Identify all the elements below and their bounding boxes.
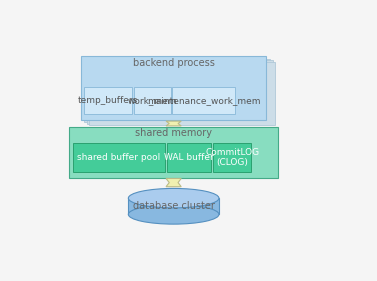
- FancyBboxPatch shape: [81, 56, 266, 120]
- Text: shared memory: shared memory: [135, 128, 212, 138]
- FancyBboxPatch shape: [84, 87, 132, 114]
- FancyBboxPatch shape: [87, 60, 273, 124]
- Text: CommitLOG
(CLOG): CommitLOG (CLOG): [205, 148, 259, 167]
- FancyBboxPatch shape: [89, 62, 275, 125]
- Polygon shape: [166, 121, 181, 126]
- FancyBboxPatch shape: [213, 143, 251, 171]
- FancyBboxPatch shape: [72, 143, 165, 171]
- Ellipse shape: [128, 205, 219, 224]
- Ellipse shape: [128, 189, 219, 208]
- Text: backend process: backend process: [133, 58, 215, 68]
- FancyBboxPatch shape: [134, 87, 171, 114]
- Text: temp_buffers: temp_buffers: [78, 96, 138, 105]
- Text: work_mem: work_mem: [128, 96, 177, 105]
- Polygon shape: [166, 178, 181, 187]
- FancyBboxPatch shape: [167, 143, 211, 171]
- FancyBboxPatch shape: [69, 127, 278, 178]
- FancyBboxPatch shape: [172, 87, 235, 114]
- Text: database cluster: database cluster: [133, 201, 215, 211]
- Text: maintenance_work_mem: maintenance_work_mem: [147, 96, 261, 105]
- FancyBboxPatch shape: [84, 59, 270, 123]
- Text: shared buffer pool: shared buffer pool: [77, 153, 160, 162]
- FancyBboxPatch shape: [128, 198, 219, 214]
- Text: WAL buffer: WAL buffer: [164, 153, 214, 162]
